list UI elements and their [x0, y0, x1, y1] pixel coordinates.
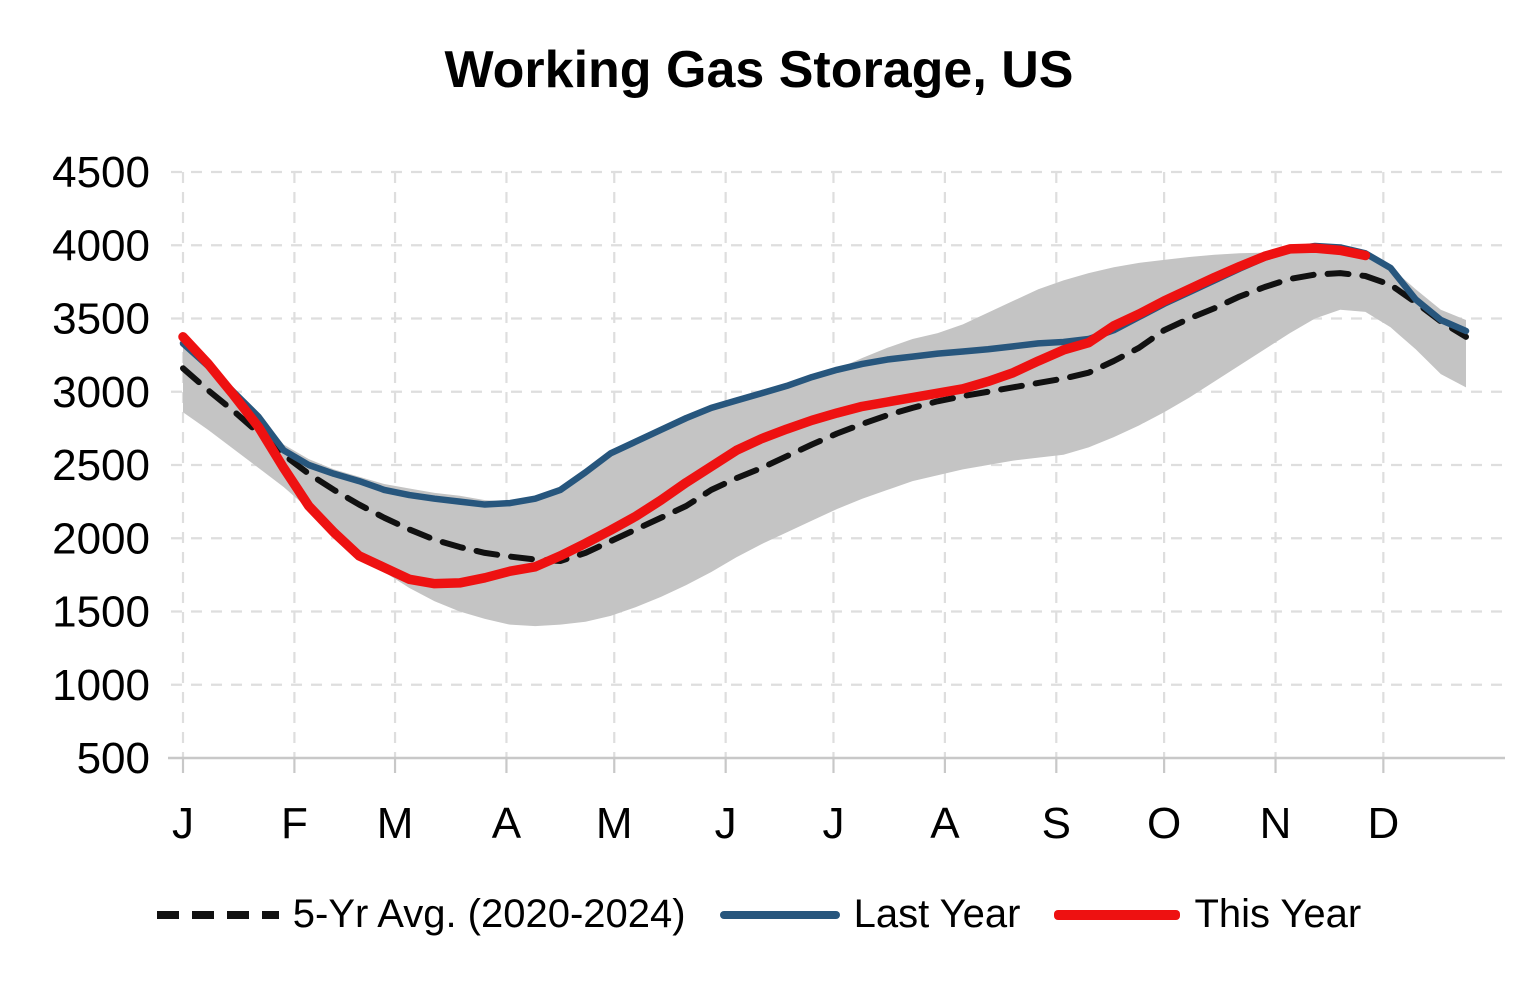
y-tick-label: 1500 — [52, 588, 150, 637]
x-tick-label: J — [715, 799, 737, 848]
legend-item-5yr-avg: 5-Yr Avg. (2020-2024) — [156, 892, 686, 937]
blue-line-swatch-icon — [719, 910, 840, 919]
legend-item-last-year: Last Year — [719, 892, 1021, 937]
legend-label-this-year: This Year — [1194, 892, 1362, 936]
legend-label-5yr-avg: 5-Yr Avg. (2020-2024) — [292, 892, 686, 936]
x-tick-label: A — [930, 799, 960, 848]
x-tick-label: M — [377, 799, 414, 848]
x-tick-label: J — [822, 799, 844, 848]
x-tick-label: O — [1147, 799, 1181, 848]
x-tick-label: N — [1260, 799, 1292, 848]
series-5yr-avg-line — [180, 270, 1469, 564]
y-tick-label: 2000 — [52, 514, 150, 563]
chart-title: Working Gas Storage, US — [444, 41, 1074, 99]
x-tick-label: J — [172, 799, 194, 848]
legend-label-last-year: Last Year — [853, 892, 1021, 936]
y-tick-label: 4000 — [52, 221, 150, 270]
y-tick-label: 3500 — [52, 295, 150, 344]
y-tick-label: 500 — [77, 734, 150, 783]
x-tick-label: M — [596, 799, 633, 848]
five-year-range-band — [183, 251, 1466, 627]
legend-item-this-year: This Year — [1054, 892, 1361, 937]
x-tick-label: F — [281, 799, 308, 848]
x-tick-label: A — [492, 799, 522, 848]
x-tick-label: S — [1042, 799, 1071, 848]
y-tick-label: 1000 — [52, 661, 150, 710]
dashed-line-swatch-icon — [156, 910, 279, 919]
legend: 5-Yr Avg. (2020-2024) Last Year This Yea… — [0, 892, 1518, 937]
y-tick-label: 3000 — [52, 368, 150, 417]
red-line-swatch-icon — [1054, 909, 1181, 920]
y-tick-label: 4500 — [52, 148, 150, 197]
x-tick-label: D — [1367, 799, 1399, 848]
series-this-year-line — [178, 243, 1371, 589]
y-tick-label: 2500 — [52, 441, 150, 490]
